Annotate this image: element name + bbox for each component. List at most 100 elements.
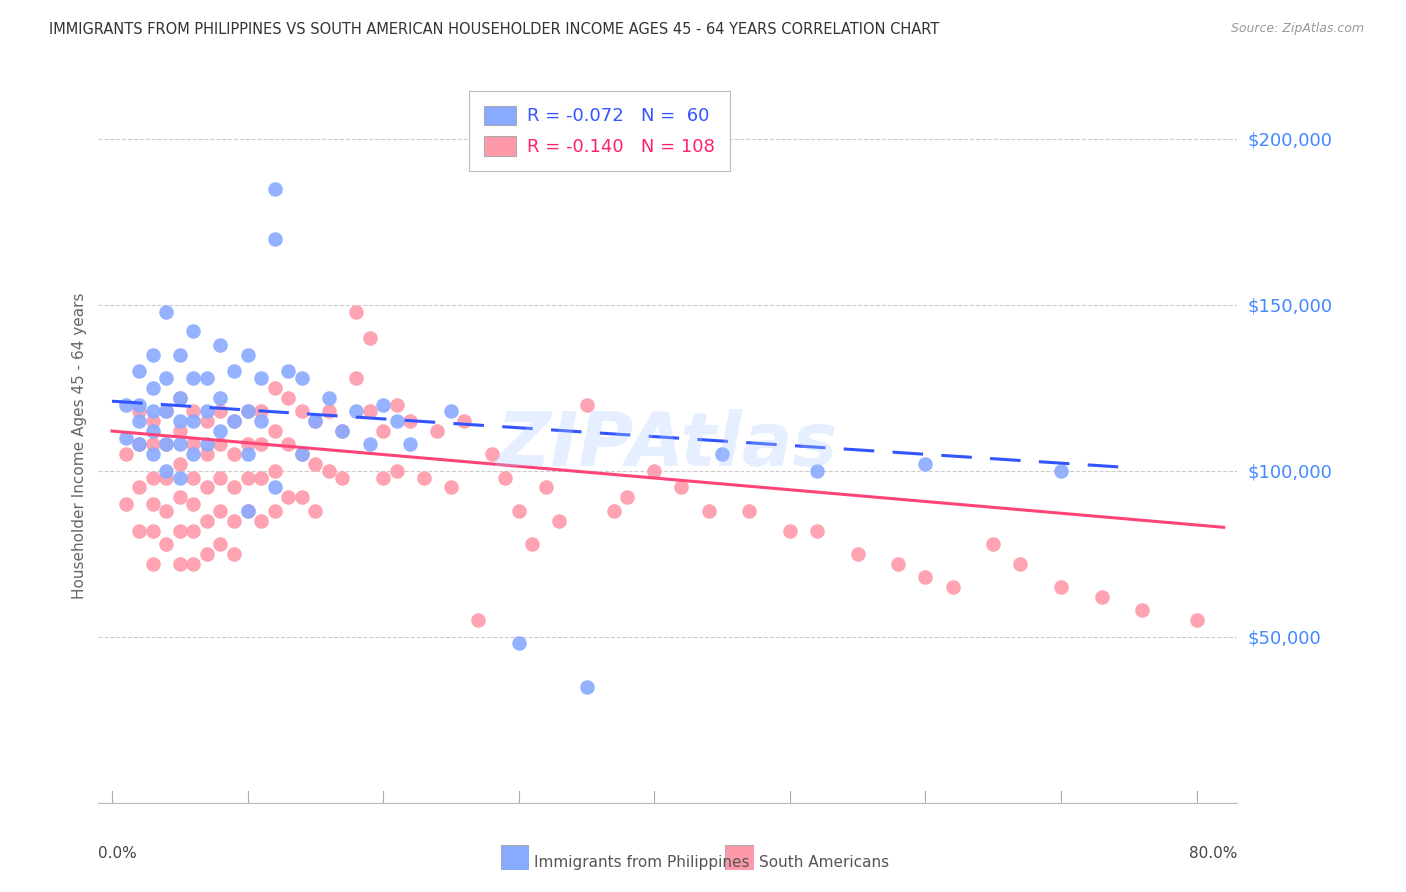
Point [128,364,150,378]
Point [169,524,191,538]
Point [291,404,314,418]
Point [142,437,165,451]
Point [250,437,273,451]
Text: Immigrants from Philippines: Immigrants from Philippines [534,855,749,870]
Point [236,470,259,484]
Point [291,491,314,505]
Point [209,437,232,451]
Point [399,414,422,428]
Point [183,325,205,339]
Point [508,636,530,650]
Point [128,437,150,451]
Point [222,547,245,561]
Point [914,457,936,471]
Point [142,557,165,571]
Point [616,491,638,505]
Point [142,404,165,418]
Point [169,470,191,484]
Point [250,470,273,484]
Point [277,391,299,405]
Point [263,424,285,438]
Point [183,557,205,571]
Point [914,570,936,584]
Point [169,414,191,428]
Point [399,437,422,451]
Point [155,537,177,551]
Point [711,447,734,461]
Point [195,514,218,528]
Point [250,404,273,418]
Point [222,447,245,461]
Point [318,464,340,478]
Point [522,537,544,551]
Point [263,182,285,196]
Point [481,447,503,461]
Point [114,431,136,445]
Point [263,381,285,395]
Point [183,470,205,484]
Point [412,470,434,484]
Text: Source: ZipAtlas.com: Source: ZipAtlas.com [1230,22,1364,36]
Y-axis label: Householder Income Ages 45 - 64 years: Householder Income Ages 45 - 64 years [72,293,87,599]
Point [155,504,177,518]
Point [1091,590,1114,604]
Point [195,447,218,461]
Point [779,524,801,538]
Point [195,481,218,495]
Point [142,348,165,362]
Point [738,504,761,518]
Point [332,470,354,484]
Point [318,404,340,418]
Point [222,414,245,428]
Point [250,414,273,428]
Text: 80.0%: 80.0% [1189,846,1237,861]
Point [169,348,191,362]
Text: South Americans: South Americans [759,855,890,870]
Point [236,504,259,518]
Point [183,497,205,511]
Point [981,537,1004,551]
Point [1132,603,1154,617]
Point [209,391,232,405]
Point [263,504,285,518]
Point [183,371,205,385]
Point [209,424,232,438]
Point [359,404,381,418]
Point [534,481,557,495]
Point [128,404,150,418]
Point [169,491,191,505]
Point [209,404,232,418]
Point [236,437,259,451]
Point [195,414,218,428]
Point [291,447,314,461]
Point [142,447,165,461]
Point [371,424,394,438]
Point [508,504,530,518]
Point [548,514,571,528]
Point [183,524,205,538]
Point [195,404,218,418]
Point [209,338,232,352]
Point [291,447,314,461]
Point [142,424,165,438]
Point [236,404,259,418]
Point [195,547,218,561]
Point [183,437,205,451]
Point [209,504,232,518]
Point [128,397,150,411]
Point [222,414,245,428]
Point [155,404,177,418]
Point [236,404,259,418]
Point [671,481,693,495]
Point [236,348,259,362]
Point [155,437,177,451]
Point [222,514,245,528]
Point [277,364,299,378]
Point [304,504,326,518]
Point [209,470,232,484]
Point [385,464,408,478]
Point [344,371,367,385]
Point [142,470,165,484]
Point [195,437,218,451]
Point [304,414,326,428]
